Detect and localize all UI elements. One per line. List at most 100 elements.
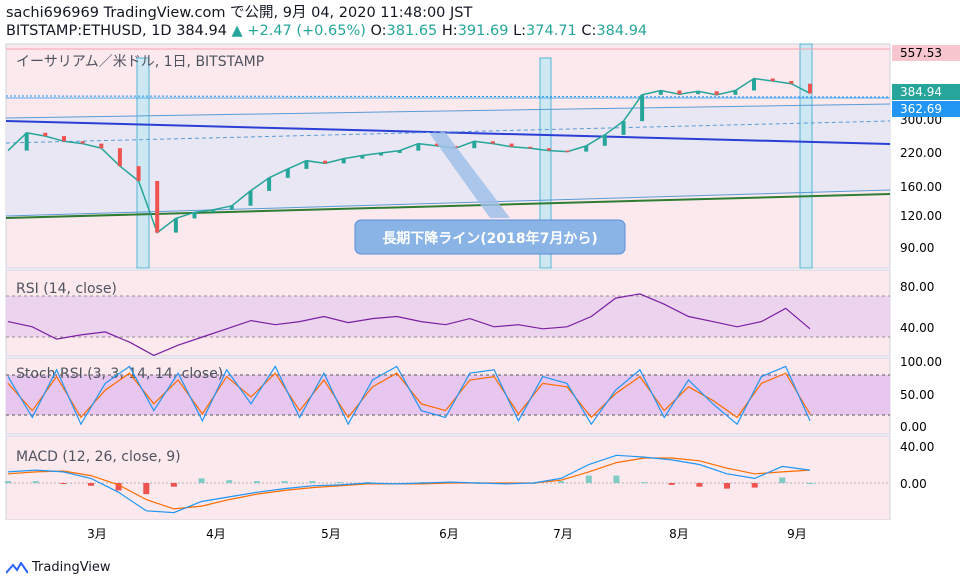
- price-tick: 90.00: [900, 241, 934, 255]
- macd-histogram-bar: [5, 481, 11, 483]
- rsi-tick: 40.00: [900, 321, 934, 335]
- macd-histogram-bar: [724, 483, 730, 489]
- close-value: 384.94: [596, 23, 648, 39]
- price-candle: [808, 83, 812, 94]
- stoch-tick: 0.00: [900, 420, 927, 434]
- channel-mid: [5, 120, 891, 144]
- price-candle: [677, 90, 682, 95]
- price-candle: [472, 141, 477, 149]
- price-candle: [379, 153, 383, 156]
- macd-histogram-bar: [336, 482, 343, 484]
- annotation-text: 長期下降ライン(2018年7月から): [382, 230, 598, 247]
- stoch-k-series: [7, 365, 811, 426]
- highlight-sept: [799, 43, 813, 269]
- price-candle: [602, 134, 607, 146]
- badge-362-text: 362.69: [900, 102, 942, 116]
- chart-area[interactable]: 長期下降ライン(2018年7月から) イーサリアム／米ドル, 1日, BITST…: [0, 42, 964, 552]
- publish-info: sachi696969 TradingView.com で公開, 9月 04, …: [6, 5, 473, 21]
- price-candle: [229, 205, 234, 210]
- price-candle: [696, 91, 701, 95]
- time-axis-bg: [6, 520, 890, 542]
- macd-histogram-bar: [143, 483, 150, 495]
- price-candle: [360, 155, 365, 159]
- macd-histogram-bar: [281, 481, 288, 483]
- time-tick-sep: 9月: [787, 527, 807, 541]
- macd-histogram-bar: [613, 475, 620, 483]
- rsi-pane-label: RSI (14, close): [16, 281, 117, 297]
- time-tick-may: 5月: [321, 527, 341, 541]
- price-candle: [509, 143, 514, 147]
- macd-histogram-bar: [779, 477, 786, 483]
- brand-name: TradingView: [32, 560, 111, 575]
- open-label: O:: [370, 23, 387, 39]
- macd-histogram-bar: [60, 483, 67, 484]
- price-candle: [117, 148, 122, 167]
- price-candle: [528, 146, 533, 149]
- macd-histogram-bar: [253, 481, 260, 483]
- price-candle: [435, 143, 439, 146]
- price-candle: [714, 91, 719, 95]
- macd-histogram-bar: [558, 481, 565, 483]
- price-candle: [640, 94, 645, 122]
- price-candle: [136, 166, 141, 181]
- rsi-series: [7, 293, 811, 357]
- price-candle: [584, 145, 589, 152]
- low-label: L:: [513, 23, 527, 39]
- price-candle: [341, 158, 346, 164]
- price-candle: [211, 209, 216, 213]
- channel-bottom: [5, 189, 891, 217]
- tradingview-icon: [6, 561, 28, 574]
- badge-362: [892, 101, 960, 117]
- price-candle: [267, 177, 272, 191]
- macd-pane-label: MACD (12, 26, close, 9): [16, 449, 181, 465]
- time-tick-apr: 4月: [206, 527, 226, 541]
- price-line: [5, 95, 891, 98]
- macd-histogram-bar: [696, 483, 703, 487]
- price-candle: [80, 141, 85, 144]
- price-candle: [304, 160, 309, 169]
- high-value: 391.69: [457, 23, 509, 39]
- badge-557-text: 557.53: [900, 46, 942, 60]
- stoch-tick: 100.00: [900, 355, 942, 369]
- price-series: [7, 77, 811, 234]
- annotation-box: [354, 219, 626, 255]
- price-candle: [173, 218, 178, 233]
- tradingview-logo[interactable]: TradingView: [6, 560, 111, 575]
- price-candle: [285, 168, 290, 178]
- price-candle: [565, 150, 570, 153]
- rsi-band: [6, 296, 890, 337]
- macd-tick: 0.00: [900, 477, 927, 491]
- highlight-march: [136, 57, 150, 269]
- price-candle: [490, 141, 495, 144]
- price-candle: [546, 148, 551, 151]
- time-tick-jun: 6月: [439, 527, 459, 541]
- symbol-label: BITSTAMP:ETHUSD, 1D 384.94: [6, 23, 227, 39]
- price-candle: [192, 212, 197, 219]
- price-candles: [24, 78, 812, 233]
- stoch-tick: 50.00: [900, 388, 934, 402]
- price-candle: [248, 190, 253, 206]
- macd-histogram-bar: [198, 478, 205, 483]
- price-candle: [770, 78, 775, 82]
- macd-series: [7, 454, 811, 514]
- main-pane-label: イーサリアム／米ドル, 1日, BITSTAMP: [16, 54, 264, 70]
- highlight-july: [539, 57, 552, 269]
- price-candle: [62, 136, 66, 142]
- price-candle: [397, 150, 402, 153]
- price-candle: [752, 78, 756, 91]
- price-candle: [733, 90, 738, 95]
- price-candle: [99, 143, 104, 149]
- macd-histogram-bar: [115, 483, 122, 491]
- macd-histogram-bar: [32, 481, 39, 483]
- macd-histogram-bar: [309, 481, 316, 483]
- macd-histogram-bar: [751, 483, 758, 488]
- channel-top: [5, 103, 891, 119]
- high-label: H:: [441, 23, 458, 39]
- channel-fill: [6, 104, 890, 216]
- macd-histogram-bar: [641, 482, 648, 484]
- callout-pointer: [430, 132, 510, 218]
- low-value: 374.71: [526, 23, 577, 39]
- rsi-tick: 80.00: [900, 280, 934, 294]
- price-tick: 120.00: [900, 209, 942, 223]
- support-line: [5, 193, 891, 219]
